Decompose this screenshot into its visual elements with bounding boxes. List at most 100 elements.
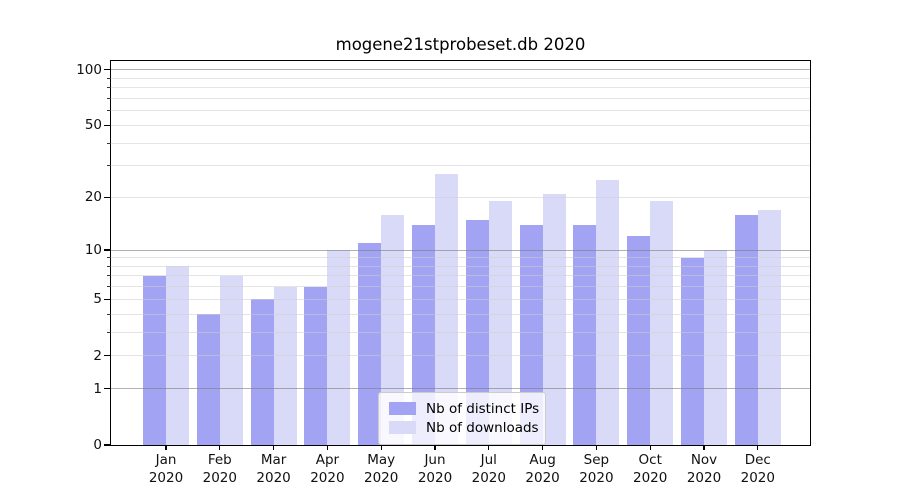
gridline-90 (111, 77, 810, 79)
gridline-4 (111, 313, 810, 315)
bar-downloads-sep (596, 180, 620, 445)
x-tick-mark-aug (541, 445, 544, 450)
bar-distinct-ips-jun (412, 224, 435, 445)
gridline-70 (111, 97, 810, 99)
gridline-100 (111, 69, 810, 71)
x-tick-label-nov: Nov 2020 (686, 452, 722, 486)
bar-distinct-ips-aug (519, 224, 543, 445)
x-tick-label-jan: Jan 2020 (148, 452, 184, 486)
legend: Nb of distinct IPs Nb of downloads (378, 392, 546, 445)
y-minor-tick-mark (107, 257, 111, 259)
x-tick-label-feb: Feb 2020 (202, 452, 237, 486)
bar-downloads-jun (435, 174, 458, 445)
y-minor-tick-mark (107, 110, 111, 112)
y-tick-label-20: 20 (84, 189, 102, 206)
bar-downloads-oct (650, 201, 674, 445)
gridline-80 (111, 87, 810, 89)
y-minor-tick-mark (107, 87, 111, 89)
y-minor-tick-mark (107, 331, 111, 333)
legend-label-downloads: Nb of downloads (426, 419, 539, 436)
x-tick-mark-feb (219, 445, 221, 450)
y-tick-label-2: 2 (93, 347, 102, 364)
bar-downloads-nov (704, 250, 727, 445)
x-tick-label-dec: Dec 2020 (740, 452, 775, 486)
gridline-8 (111, 265, 810, 267)
y-tick-label-5: 5 (93, 291, 102, 308)
gridline-3 (111, 331, 810, 333)
y-tick-mark (104, 354, 111, 357)
y-tick-label-0: 0 (93, 437, 102, 453)
y-tick-mark (104, 387, 111, 390)
bar-distinct-ips-mar (250, 299, 274, 445)
gridline-9 (111, 257, 810, 259)
bar-downloads-mar (273, 286, 297, 445)
gridline-20 (111, 196, 810, 198)
y-tick-mark (104, 124, 111, 127)
bar-distinct-ips-feb (196, 314, 220, 445)
bar-downloads-dec (757, 210, 781, 445)
y-minor-tick-mark (107, 165, 111, 167)
y-minor-tick-mark (107, 77, 111, 79)
x-tick-mark-may (380, 445, 382, 450)
y-tick-mark (104, 196, 111, 199)
x-tick-label-aug: Aug 2020 (525, 452, 560, 486)
gridline-60 (111, 110, 810, 112)
x-tick-label-jun: Jun 2020 (417, 452, 453, 486)
legend-item-downloads: Nb of downloads (389, 418, 539, 437)
bar-downloads-feb (219, 275, 243, 445)
x-tick-label-apr: Apr 2020 (310, 452, 345, 486)
x-tick-mark-oct (649, 445, 651, 450)
legend-label-distinct-ips: Nb of distinct IPs (426, 400, 540, 417)
chart-title: mogene21stprobeset.db 2020 (335, 35, 586, 54)
y-tick-mark (104, 298, 111, 301)
x-tick-label-mar: Mar 2020 (256, 452, 291, 486)
y-tick-mark (104, 444, 111, 446)
gridline-50 (111, 124, 810, 126)
y-tick-label-10: 10 (84, 242, 102, 259)
gridline-10 (111, 249, 810, 251)
x-tick-label-jul: Jul 2020 (471, 452, 506, 486)
bar-distinct-ips-oct (627, 236, 651, 445)
bar-distinct-ips-may (358, 242, 382, 445)
y-tick-mark (104, 69, 111, 71)
gridline-1 (111, 388, 810, 390)
bar-downloads-may (381, 214, 405, 445)
grid-layer (111, 61, 810, 445)
bar-distinct-ips-apr (304, 286, 328, 445)
bar-downloads-jul (488, 201, 512, 445)
y-minor-tick-mark (107, 286, 111, 288)
x-tick-label-sep: Sep 2020 (579, 452, 614, 486)
y-minor-tick-mark (107, 265, 111, 267)
gridline-7 (111, 275, 810, 277)
bar-downloads-aug (542, 193, 566, 445)
axis-layer: 0 1 2 5 10 20 50 100 Jan 2020 Feb 2020 Mar 2020 Apr 202… (76, 61, 810, 486)
x-tick-mark-nov (703, 445, 705, 450)
gridline-6 (111, 286, 810, 288)
gridline-2 (111, 355, 810, 357)
bar-downloads-apr (327, 250, 351, 445)
legend-item-distinct-ips: Nb of distinct IPs (389, 399, 539, 418)
x-tick-label-may: May 2020 (364, 452, 399, 486)
gridline-5 (111, 298, 810, 300)
x-tick-mark-sep (595, 445, 598, 450)
bar-distinct-ips-dec (734, 214, 758, 445)
y-minor-tick-mark (107, 142, 111, 144)
legend-swatch-distinct-ips (389, 402, 416, 415)
x-tick-mark-jan (165, 445, 167, 450)
bar-distinct-ips-nov (681, 257, 704, 445)
x-tick-mark-apr (326, 445, 329, 450)
gridline-30 (111, 165, 810, 167)
bars-layer (111, 61, 810, 445)
x-tick-mark-mar (272, 445, 275, 450)
x-tick-mark-dec (757, 445, 759, 450)
x-tick-mark-jul (488, 445, 490, 450)
y-tick-label-100: 100 (76, 61, 102, 78)
plot-area: 0 1 2 5 10 20 50 100 Jan 2020 Feb 2020 Mar 2020 Apr 202… (76, 60, 811, 486)
y-minor-tick-mark (107, 97, 111, 99)
y-minor-tick-mark (107, 313, 111, 315)
y-minor-tick-mark (107, 275, 111, 277)
y-tick-label-50: 50 (84, 117, 102, 134)
x-tick-mark-jun (434, 445, 436, 450)
x-tick-label-oct: Oct 2020 (633, 452, 668, 486)
